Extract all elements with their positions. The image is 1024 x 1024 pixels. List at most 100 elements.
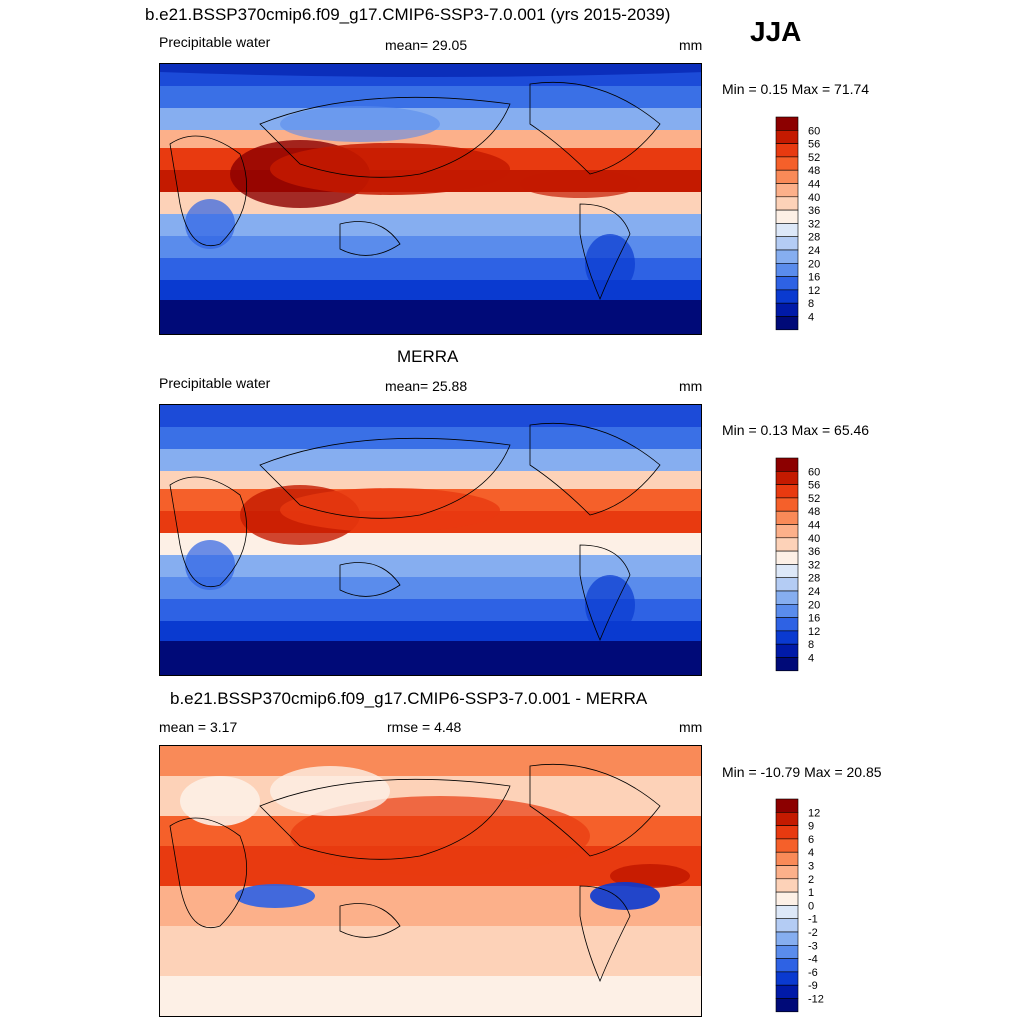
colorbar-swatch bbox=[775, 457, 799, 472]
colorbar-swatch bbox=[775, 590, 799, 605]
colorbar-swatch bbox=[775, 236, 799, 251]
colorbar-label: 44 bbox=[808, 179, 820, 191]
colorbar-swatch bbox=[775, 302, 799, 317]
colorbar-label: 4 bbox=[808, 312, 814, 324]
panel-3-rmse: rmse = 4.48 bbox=[387, 719, 462, 735]
colorbar-swatch bbox=[775, 564, 799, 579]
colorbar-label: 40 bbox=[808, 192, 820, 204]
colorbar-swatch bbox=[775, 316, 799, 331]
colorbar-label: 36 bbox=[808, 546, 820, 558]
colorbar-swatch bbox=[775, 169, 799, 184]
colorbar-swatch bbox=[775, 838, 799, 853]
colorbar-swatch bbox=[775, 524, 799, 539]
colorbar-label: -2 bbox=[808, 927, 818, 939]
colorbar-swatch bbox=[775, 471, 799, 485]
panel-3-minmax: Min = -10.79 Max = 20.85 bbox=[722, 764, 882, 780]
colorbar-label: 12 bbox=[808, 807, 820, 819]
colorbar-swatch bbox=[775, 537, 799, 552]
colorbar-swatch bbox=[775, 550, 799, 565]
colorbar-label: 48 bbox=[808, 165, 820, 177]
colorbar-swatch bbox=[775, 825, 799, 840]
colorbar-label: 16 bbox=[808, 613, 820, 625]
colorbar-label: 24 bbox=[808, 586, 820, 598]
colorbar-swatch bbox=[775, 156, 799, 171]
panel-1-variable-label: Precipitable water bbox=[159, 34, 271, 50]
colorbar-label: 2 bbox=[808, 874, 814, 886]
colorbar-swatch bbox=[775, 497, 799, 512]
colorbar-swatch bbox=[775, 196, 799, 211]
panel-2-title: MERRA bbox=[397, 347, 459, 366]
colorbar-swatch bbox=[775, 130, 799, 144]
colorbar-swatch bbox=[775, 143, 799, 158]
colorbar-label: 12 bbox=[808, 626, 820, 638]
colorbar-swatch bbox=[775, 510, 799, 525]
colorbar-label: 8 bbox=[808, 639, 814, 651]
season-label: JJA bbox=[750, 16, 802, 47]
colorbar-label: -12 bbox=[808, 994, 824, 1006]
panel-2-mean: mean= 25.88 bbox=[385, 378, 468, 394]
colorbar-swatch bbox=[775, 604, 799, 618]
colorbar-label: 48 bbox=[808, 506, 820, 518]
panel-1-map-field bbox=[160, 64, 701, 334]
colorbar-label: -6 bbox=[808, 967, 818, 979]
panel-2-map bbox=[159, 404, 702, 676]
colorbar-label: 1 bbox=[808, 887, 814, 899]
colorbar-label: 44 bbox=[808, 520, 820, 532]
colorbar-label: 52 bbox=[808, 493, 820, 505]
colorbar-label: -4 bbox=[808, 954, 818, 966]
colorbar-label: 20 bbox=[808, 258, 820, 270]
colorbar-swatch bbox=[775, 209, 799, 224]
colorbar-swatch bbox=[775, 905, 799, 920]
panel-3-unit: mm bbox=[679, 719, 703, 735]
colorbar-swatch bbox=[775, 998, 799, 1013]
colorbar-label: 40 bbox=[808, 533, 820, 545]
colorbar-swatch bbox=[775, 945, 799, 959]
colorbar-label: 20 bbox=[808, 599, 820, 611]
colorbar-label: 3 bbox=[808, 861, 814, 873]
panel-1-unit: mm bbox=[679, 37, 703, 53]
panel-1-mean: mean= 29.05 bbox=[385, 37, 468, 53]
colorbar-label: 28 bbox=[808, 573, 820, 585]
panel-3-map bbox=[159, 745, 702, 1017]
colorbar-swatch bbox=[775, 643, 799, 658]
colorbar-label: 6 bbox=[808, 834, 814, 846]
colorbar-swatch bbox=[775, 183, 799, 198]
colorbar-swatch bbox=[775, 577, 799, 592]
colorbar-swatch bbox=[775, 971, 799, 986]
panel-3-title: b.e21.BSSP370cmip6.f09_g17.CMIP6-SSP3-7.… bbox=[170, 689, 648, 708]
colorbar-swatch bbox=[775, 263, 799, 277]
colorbar-label: 32 bbox=[808, 559, 820, 571]
colorbar-label: 28 bbox=[808, 232, 820, 244]
colorbar-swatch bbox=[775, 484, 799, 499]
colorbar-label: 0 bbox=[808, 900, 814, 912]
colorbar-label: 52 bbox=[808, 152, 820, 164]
colorbar-swatch bbox=[775, 918, 799, 933]
panel-1-minmax: Min = 0.15 Max = 71.74 bbox=[722, 81, 870, 97]
panel-2-unit: mm bbox=[679, 378, 703, 394]
panel-2-map-field bbox=[160, 405, 701, 675]
colorbar-swatch bbox=[775, 289, 799, 304]
panel-2-minmax: Min = 0.13 Max = 65.46 bbox=[722, 422, 870, 438]
colorbar-swatch bbox=[775, 798, 799, 813]
panel-3-map-field bbox=[160, 746, 701, 1016]
colorbar-swatch bbox=[775, 958, 799, 973]
panel-3-mean: mean = 3.17 bbox=[159, 719, 238, 735]
panel-1-map bbox=[159, 63, 702, 335]
colorbar-label: -9 bbox=[808, 980, 818, 992]
colorbar-label: 8 bbox=[808, 298, 814, 310]
colorbar-label: 36 bbox=[808, 205, 820, 217]
colorbar-label: -3 bbox=[808, 940, 818, 952]
colorbar-label: 32 bbox=[808, 218, 820, 230]
colorbar-swatch bbox=[775, 116, 799, 131]
colorbar-swatch bbox=[775, 276, 799, 291]
colorbar-swatch bbox=[775, 865, 799, 880]
panel-1-title: b.e21.BSSP370cmip6.f09_g17.CMIP6-SSP3-7.… bbox=[145, 5, 671, 24]
colorbar-label: 16 bbox=[808, 272, 820, 284]
colorbar-label: 60 bbox=[808, 125, 820, 137]
colorbar-label: 4 bbox=[808, 653, 814, 665]
colorbar-label: 9 bbox=[808, 821, 814, 833]
colorbar-label: 56 bbox=[808, 480, 820, 492]
